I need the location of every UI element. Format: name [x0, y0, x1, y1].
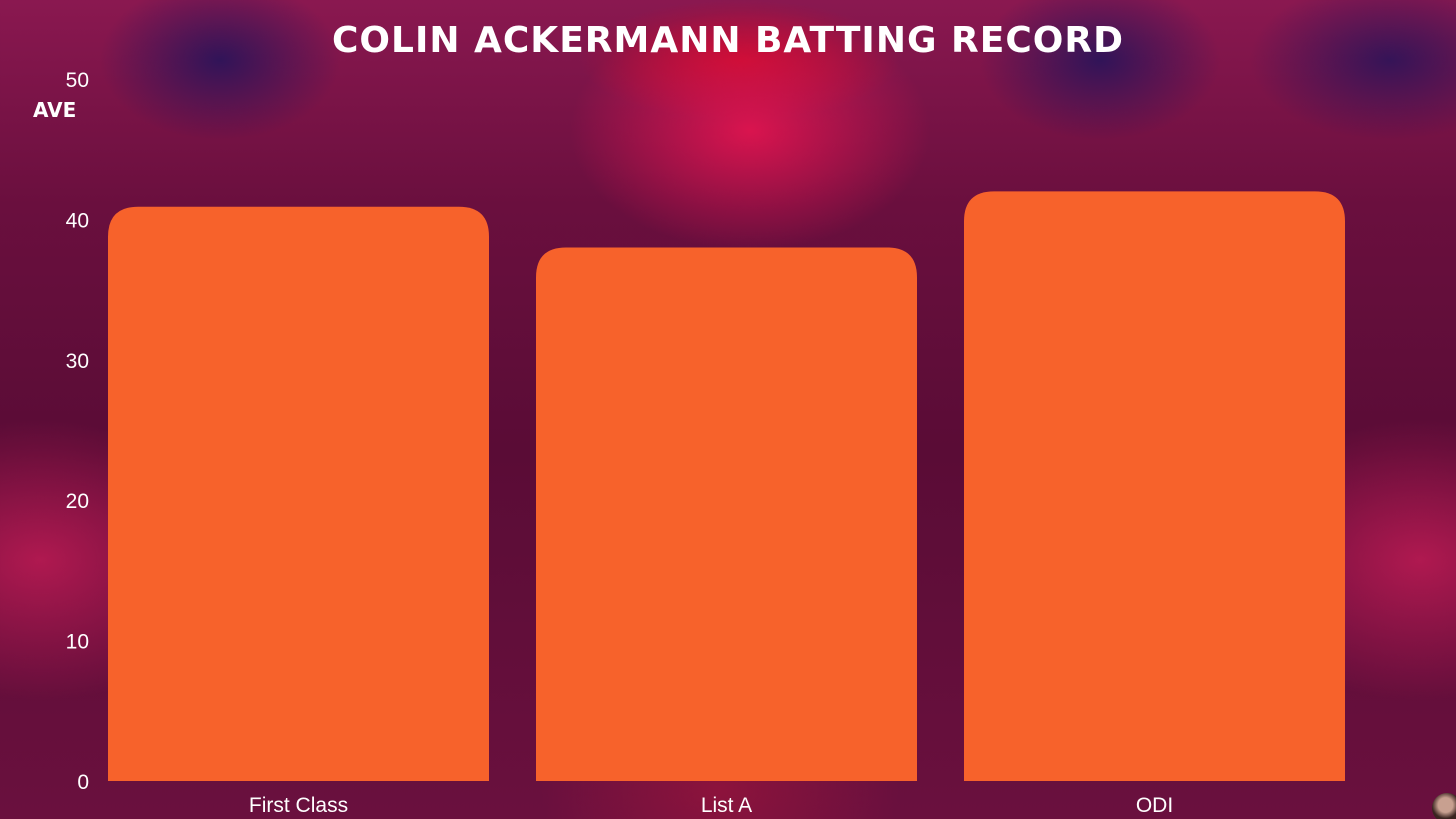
y-axis-ticks: 0 10 20 30 40 50: [66, 69, 89, 794]
y-tick-label: 40: [66, 209, 89, 232]
chart-title: COLIN ACKERMANN BATTING RECORD: [332, 20, 1124, 61]
bars: [108, 191, 1345, 782]
y-tick-label: 0: [77, 771, 89, 794]
bar-first-class: [108, 206, 489, 781]
y-tick-label: 20: [66, 490, 89, 513]
y-axis-label: AVE: [33, 98, 76, 122]
y-tick-label: 10: [66, 631, 89, 654]
y-tick-label: 50: [66, 69, 89, 92]
avatar: [1432, 793, 1456, 819]
y-tick-label: 30: [66, 350, 89, 373]
x-category-label: First Class: [249, 794, 348, 817]
x-category-label: ODI: [1136, 794, 1173, 817]
bar-odi: [964, 191, 1345, 781]
x-axis-categories: First Class List A ODI: [249, 794, 1173, 817]
x-category-label: List A: [701, 794, 752, 817]
bar-list-a: [536, 247, 917, 782]
